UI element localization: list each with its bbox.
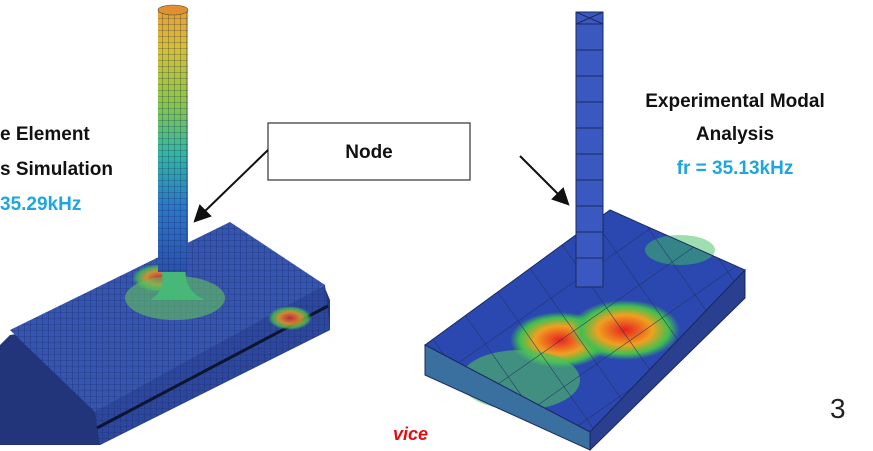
right-label-line1: Experimental Modal — [645, 91, 825, 112]
page-number: 3 — [830, 393, 846, 424]
left-label-line1: e Element — [0, 124, 90, 145]
ema-model — [424, 11, 746, 451]
footer-text: vice — [393, 424, 428, 444]
arrows — [193, 149, 570, 223]
left-label-line2: s Simulation — [0, 159, 113, 180]
fe-model — [0, 4, 330, 445]
right-label-line2: Analysis — [696, 124, 774, 145]
left-frequency: 35.29kHz — [0, 194, 81, 215]
callout-box — [267, 122, 471, 181]
right-frequency: fr = 35.13kHz — [677, 158, 794, 179]
callout-text: Node — [345, 142, 393, 163]
